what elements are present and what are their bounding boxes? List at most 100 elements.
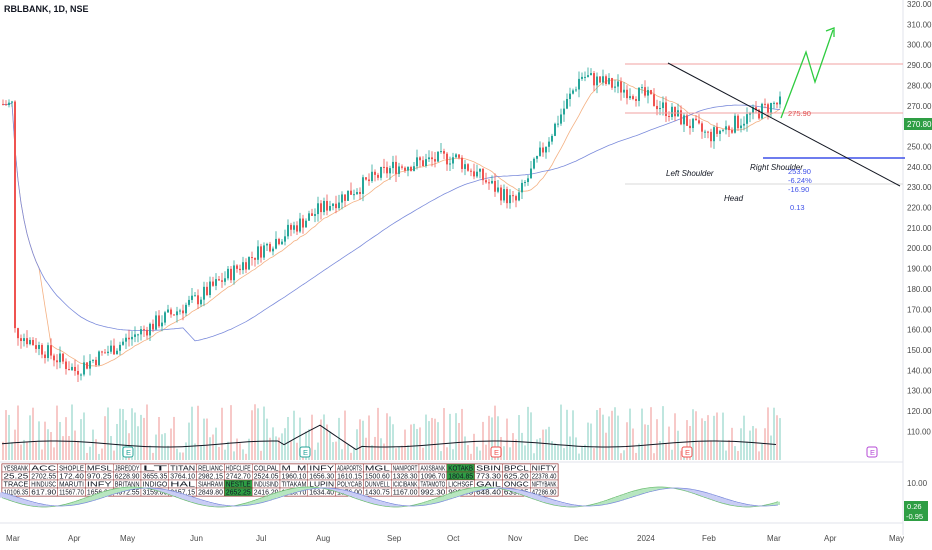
earnings-marker-5[interactable] bbox=[866, 446, 878, 458]
table-cell-text: 3157.15 bbox=[170, 490, 195, 497]
candle-body bbox=[5, 104, 7, 106]
volume-bar bbox=[680, 450, 682, 460]
earnings-marker-2[interactable] bbox=[299, 446, 311, 458]
volume-bar bbox=[35, 442, 37, 460]
volume-bar bbox=[491, 417, 493, 460]
table-cell-text: HDFCLIFE bbox=[226, 466, 251, 473]
candle-body bbox=[527, 178, 529, 183]
candle-body bbox=[161, 322, 163, 327]
volume-bar bbox=[779, 418, 781, 460]
volume-bar bbox=[632, 428, 634, 460]
volume-bar bbox=[260, 450, 262, 460]
candle-body bbox=[92, 359, 94, 361]
earnings-marker-1[interactable] bbox=[122, 446, 134, 458]
earnings-marker-4[interactable] bbox=[681, 446, 693, 458]
price-axis[interactable]: 320.00310.00300.00290.00280.00270.00260.… bbox=[907, 0, 932, 436]
candle-body bbox=[692, 118, 694, 129]
table-cell-text: 970.25 bbox=[87, 474, 112, 481]
volume-bar bbox=[443, 408, 445, 460]
table-cell-text: 1500.60 bbox=[365, 474, 390, 481]
candle-body bbox=[194, 295, 196, 297]
candle-body bbox=[581, 76, 583, 79]
candle-body bbox=[773, 102, 775, 104]
volume-bar bbox=[530, 412, 532, 460]
candle-body bbox=[320, 203, 322, 213]
candle-body bbox=[254, 257, 256, 260]
volume-bar bbox=[653, 453, 655, 460]
table-cell-text: 1804.85 bbox=[448, 474, 473, 481]
table-cell-text: KOTAKB bbox=[448, 466, 473, 473]
candle-body bbox=[587, 75, 589, 77]
candle-body bbox=[740, 125, 742, 129]
time-axis[interactable]: Mar Apr May Jun Jul Aug Sep Oct Nov Dec 2024 Feb Mar… bbox=[6, 534, 904, 543]
month-label: Feb bbox=[702, 534, 716, 543]
candle-body bbox=[671, 106, 673, 117]
price-tick: 240.00 bbox=[907, 163, 932, 172]
candle-body bbox=[221, 280, 223, 282]
candle-body bbox=[32, 339, 34, 346]
candle-body bbox=[647, 90, 649, 96]
volume-bar bbox=[101, 448, 103, 460]
volume-bar bbox=[740, 428, 742, 460]
volume-bar bbox=[98, 453, 100, 460]
volume-bar bbox=[590, 423, 592, 460]
candle-body bbox=[197, 295, 199, 305]
price-tick: 170.00 bbox=[907, 305, 932, 314]
table-cell-text: INFY bbox=[309, 466, 334, 473]
table-cell-text: TATAMOTO bbox=[421, 482, 446, 489]
earnings-marker-3[interactable] bbox=[490, 446, 502, 458]
candle-body bbox=[758, 109, 760, 119]
candle-body bbox=[143, 329, 145, 331]
candle-body bbox=[731, 130, 733, 133]
candle-body bbox=[749, 113, 751, 115]
table-cell-text: 1430.75 bbox=[365, 490, 390, 497]
candle-body bbox=[149, 323, 151, 336]
volume-bar bbox=[365, 437, 367, 460]
volume-bar bbox=[509, 447, 511, 460]
volume-bar bbox=[485, 444, 487, 460]
volume-bar bbox=[776, 415, 778, 460]
month-label: Jul bbox=[256, 534, 266, 543]
price-tick: 140.00 bbox=[907, 366, 932, 375]
month-label: May bbox=[120, 534, 135, 543]
candle-body bbox=[680, 110, 682, 125]
month-label: 2024 bbox=[637, 534, 655, 543]
volume-bar bbox=[554, 443, 556, 460]
candle-body bbox=[422, 160, 424, 166]
candle-body bbox=[599, 76, 601, 83]
candle-body bbox=[128, 337, 130, 340]
month-label: Oct bbox=[447, 534, 460, 543]
volume-bar bbox=[434, 418, 436, 460]
candle-body bbox=[521, 182, 523, 193]
candle-body bbox=[215, 279, 217, 286]
earnings-markers[interactable]: E E E E E bbox=[122, 446, 878, 458]
volume-bar bbox=[209, 437, 211, 460]
candle-body bbox=[11, 101, 13, 103]
measure-percent: -6.24% bbox=[788, 176, 812, 185]
candle-body bbox=[200, 299, 202, 305]
candle-body bbox=[338, 202, 340, 209]
candle-body bbox=[503, 189, 505, 201]
candle-body bbox=[479, 168, 481, 172]
candle-body bbox=[308, 213, 310, 221]
volume-bar bbox=[80, 419, 82, 460]
table-cell-text: BPCL bbox=[504, 466, 529, 473]
table-cell-text: HINDUSC bbox=[31, 482, 56, 489]
volume-bar bbox=[233, 451, 235, 460]
volume-bar bbox=[176, 448, 178, 460]
volume-bar bbox=[497, 416, 499, 460]
candle-body bbox=[365, 177, 367, 180]
volume-bar bbox=[701, 418, 703, 460]
candle-body bbox=[281, 241, 283, 245]
candlesticks bbox=[2, 67, 781, 382]
volume-bar bbox=[515, 439, 517, 460]
candle-body bbox=[593, 73, 595, 86]
candle-body bbox=[494, 180, 496, 192]
candle-body bbox=[737, 115, 739, 129]
candle-body bbox=[500, 187, 502, 201]
volume-bar bbox=[698, 441, 700, 460]
candle-body bbox=[743, 123, 745, 126]
candle-body bbox=[458, 154, 460, 158]
candle-body bbox=[317, 203, 319, 215]
